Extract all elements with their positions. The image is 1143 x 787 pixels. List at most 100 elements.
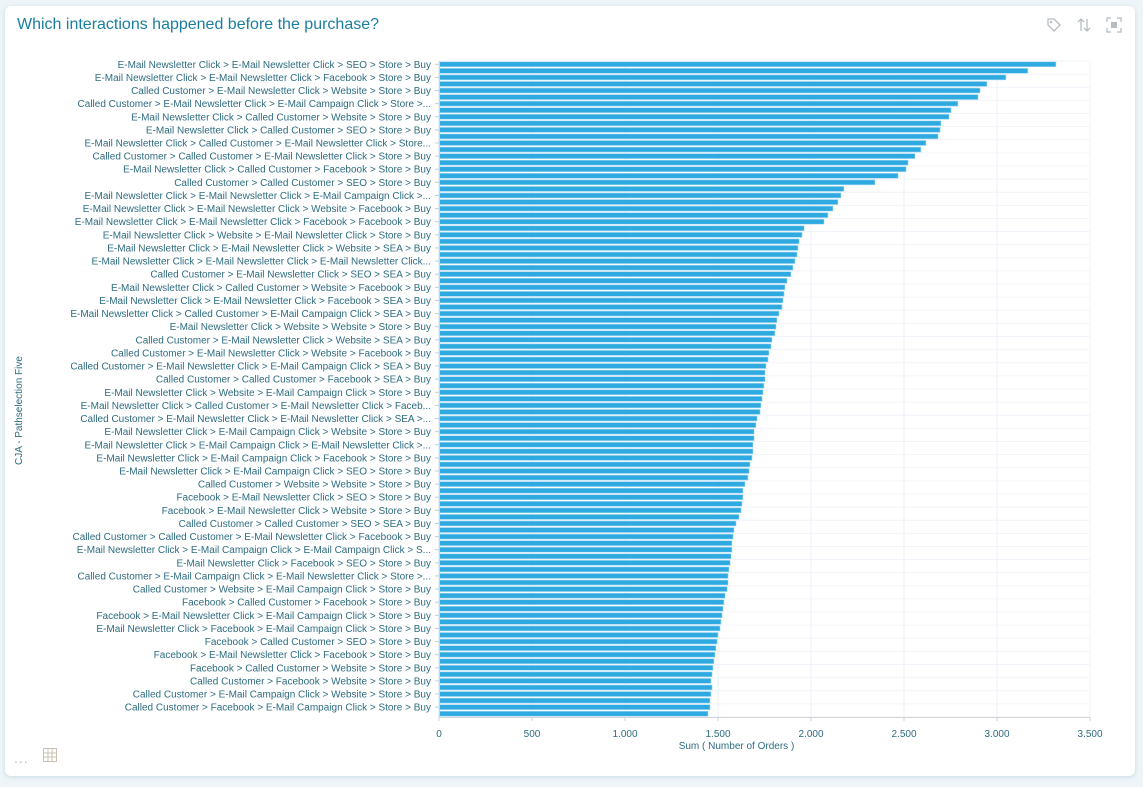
bar[interactable] xyxy=(438,87,981,94)
bar[interactable] xyxy=(438,638,718,645)
bar[interactable] xyxy=(438,494,744,501)
bar[interactable] xyxy=(438,402,762,409)
bar[interactable] xyxy=(438,441,754,448)
bar[interactable] xyxy=(438,540,733,546)
bar[interactable] xyxy=(438,304,783,310)
bar[interactable] xyxy=(438,277,788,284)
bar[interactable] xyxy=(438,592,726,599)
bar[interactable] xyxy=(438,586,728,592)
bar[interactable] xyxy=(438,645,717,651)
bar[interactable] xyxy=(438,474,749,481)
bar[interactable] xyxy=(438,527,735,533)
bar[interactable] xyxy=(438,330,776,337)
bar[interactable] xyxy=(438,317,778,323)
sort-icon[interactable] xyxy=(1075,16,1093,34)
bar[interactable] xyxy=(438,546,733,553)
bar[interactable] xyxy=(438,560,731,566)
bar[interactable] xyxy=(438,245,799,251)
bar[interactable] xyxy=(438,678,712,684)
bar[interactable] xyxy=(438,566,730,573)
bar[interactable] xyxy=(438,232,803,238)
bar[interactable] xyxy=(438,382,765,389)
bar[interactable] xyxy=(438,435,755,441)
bar[interactable] xyxy=(438,264,794,271)
bar[interactable] xyxy=(438,323,777,330)
more-icon[interactable]: ... xyxy=(14,749,29,766)
bar[interactable] xyxy=(438,369,766,376)
bar[interactable] xyxy=(438,94,979,100)
bar[interactable] xyxy=(438,251,798,258)
bar[interactable] xyxy=(438,356,769,363)
bar[interactable] xyxy=(438,113,950,120)
bar[interactable] xyxy=(438,671,713,678)
bar[interactable] xyxy=(438,691,712,697)
bar[interactable] xyxy=(438,166,907,173)
bar[interactable] xyxy=(438,599,725,605)
bar[interactable] xyxy=(438,61,1057,68)
bar[interactable] xyxy=(438,684,713,691)
bar[interactable] xyxy=(438,337,773,343)
bar[interactable] xyxy=(438,225,805,232)
bar[interactable] xyxy=(438,133,939,140)
bar[interactable] xyxy=(438,422,757,428)
bar[interactable] xyxy=(438,409,761,415)
bar[interactable] xyxy=(438,205,834,212)
bar[interactable] xyxy=(438,665,714,671)
bar[interactable] xyxy=(438,127,941,133)
bar[interactable] xyxy=(438,199,839,205)
bar[interactable] xyxy=(438,343,772,350)
bar[interactable] xyxy=(438,74,1007,81)
bar[interactable] xyxy=(438,363,767,369)
bar[interactable] xyxy=(438,632,719,638)
bar[interactable] xyxy=(438,350,770,356)
bar[interactable] xyxy=(438,579,729,586)
bar[interactable] xyxy=(438,100,959,107)
bar[interactable] xyxy=(438,605,724,612)
bar[interactable] xyxy=(438,533,734,540)
bar[interactable] xyxy=(438,284,786,291)
bar[interactable] xyxy=(438,271,792,277)
bar[interactable] xyxy=(438,146,922,153)
bar[interactable] xyxy=(438,68,1029,74)
bar[interactable] xyxy=(438,258,796,264)
bar[interactable] xyxy=(438,81,988,87)
bar[interactable] xyxy=(438,501,743,507)
bar[interactable] xyxy=(438,107,952,113)
bar[interactable] xyxy=(438,173,899,179)
bar[interactable] xyxy=(438,428,755,435)
bar[interactable] xyxy=(438,186,845,192)
bar[interactable] xyxy=(438,140,927,146)
bar[interactable] xyxy=(438,396,763,402)
bar[interactable] xyxy=(438,704,711,710)
bar[interactable] xyxy=(438,153,916,159)
bar[interactable] xyxy=(438,625,721,632)
bar[interactable] xyxy=(438,415,758,422)
bar[interactable] xyxy=(438,487,744,494)
bar[interactable] xyxy=(438,310,780,317)
bar[interactable] xyxy=(438,455,753,461)
bar[interactable] xyxy=(438,448,754,455)
bar[interactable] xyxy=(438,481,746,487)
bar[interactable] xyxy=(438,697,711,704)
bar[interactable] xyxy=(438,710,709,717)
bar[interactable] xyxy=(438,619,722,625)
bar[interactable] xyxy=(438,461,751,468)
bar[interactable] xyxy=(438,192,842,199)
bar[interactable] xyxy=(438,612,723,619)
bar[interactable] xyxy=(438,238,800,245)
bar[interactable] xyxy=(438,573,729,579)
bar[interactable] xyxy=(438,389,764,396)
bar[interactable] xyxy=(438,376,766,382)
bar[interactable] xyxy=(438,212,829,218)
bar[interactable] xyxy=(438,468,750,474)
bar[interactable] xyxy=(438,507,742,514)
bar[interactable] xyxy=(438,297,784,304)
bar[interactable] xyxy=(438,179,876,186)
bar[interactable] xyxy=(438,520,737,527)
bar[interactable] xyxy=(438,291,785,297)
bar[interactable] xyxy=(438,218,825,225)
tag-icon[interactable] xyxy=(1045,16,1063,34)
bar[interactable] xyxy=(438,651,716,658)
fullscreen-icon[interactable] xyxy=(1105,16,1123,34)
bar[interactable] xyxy=(438,514,740,520)
